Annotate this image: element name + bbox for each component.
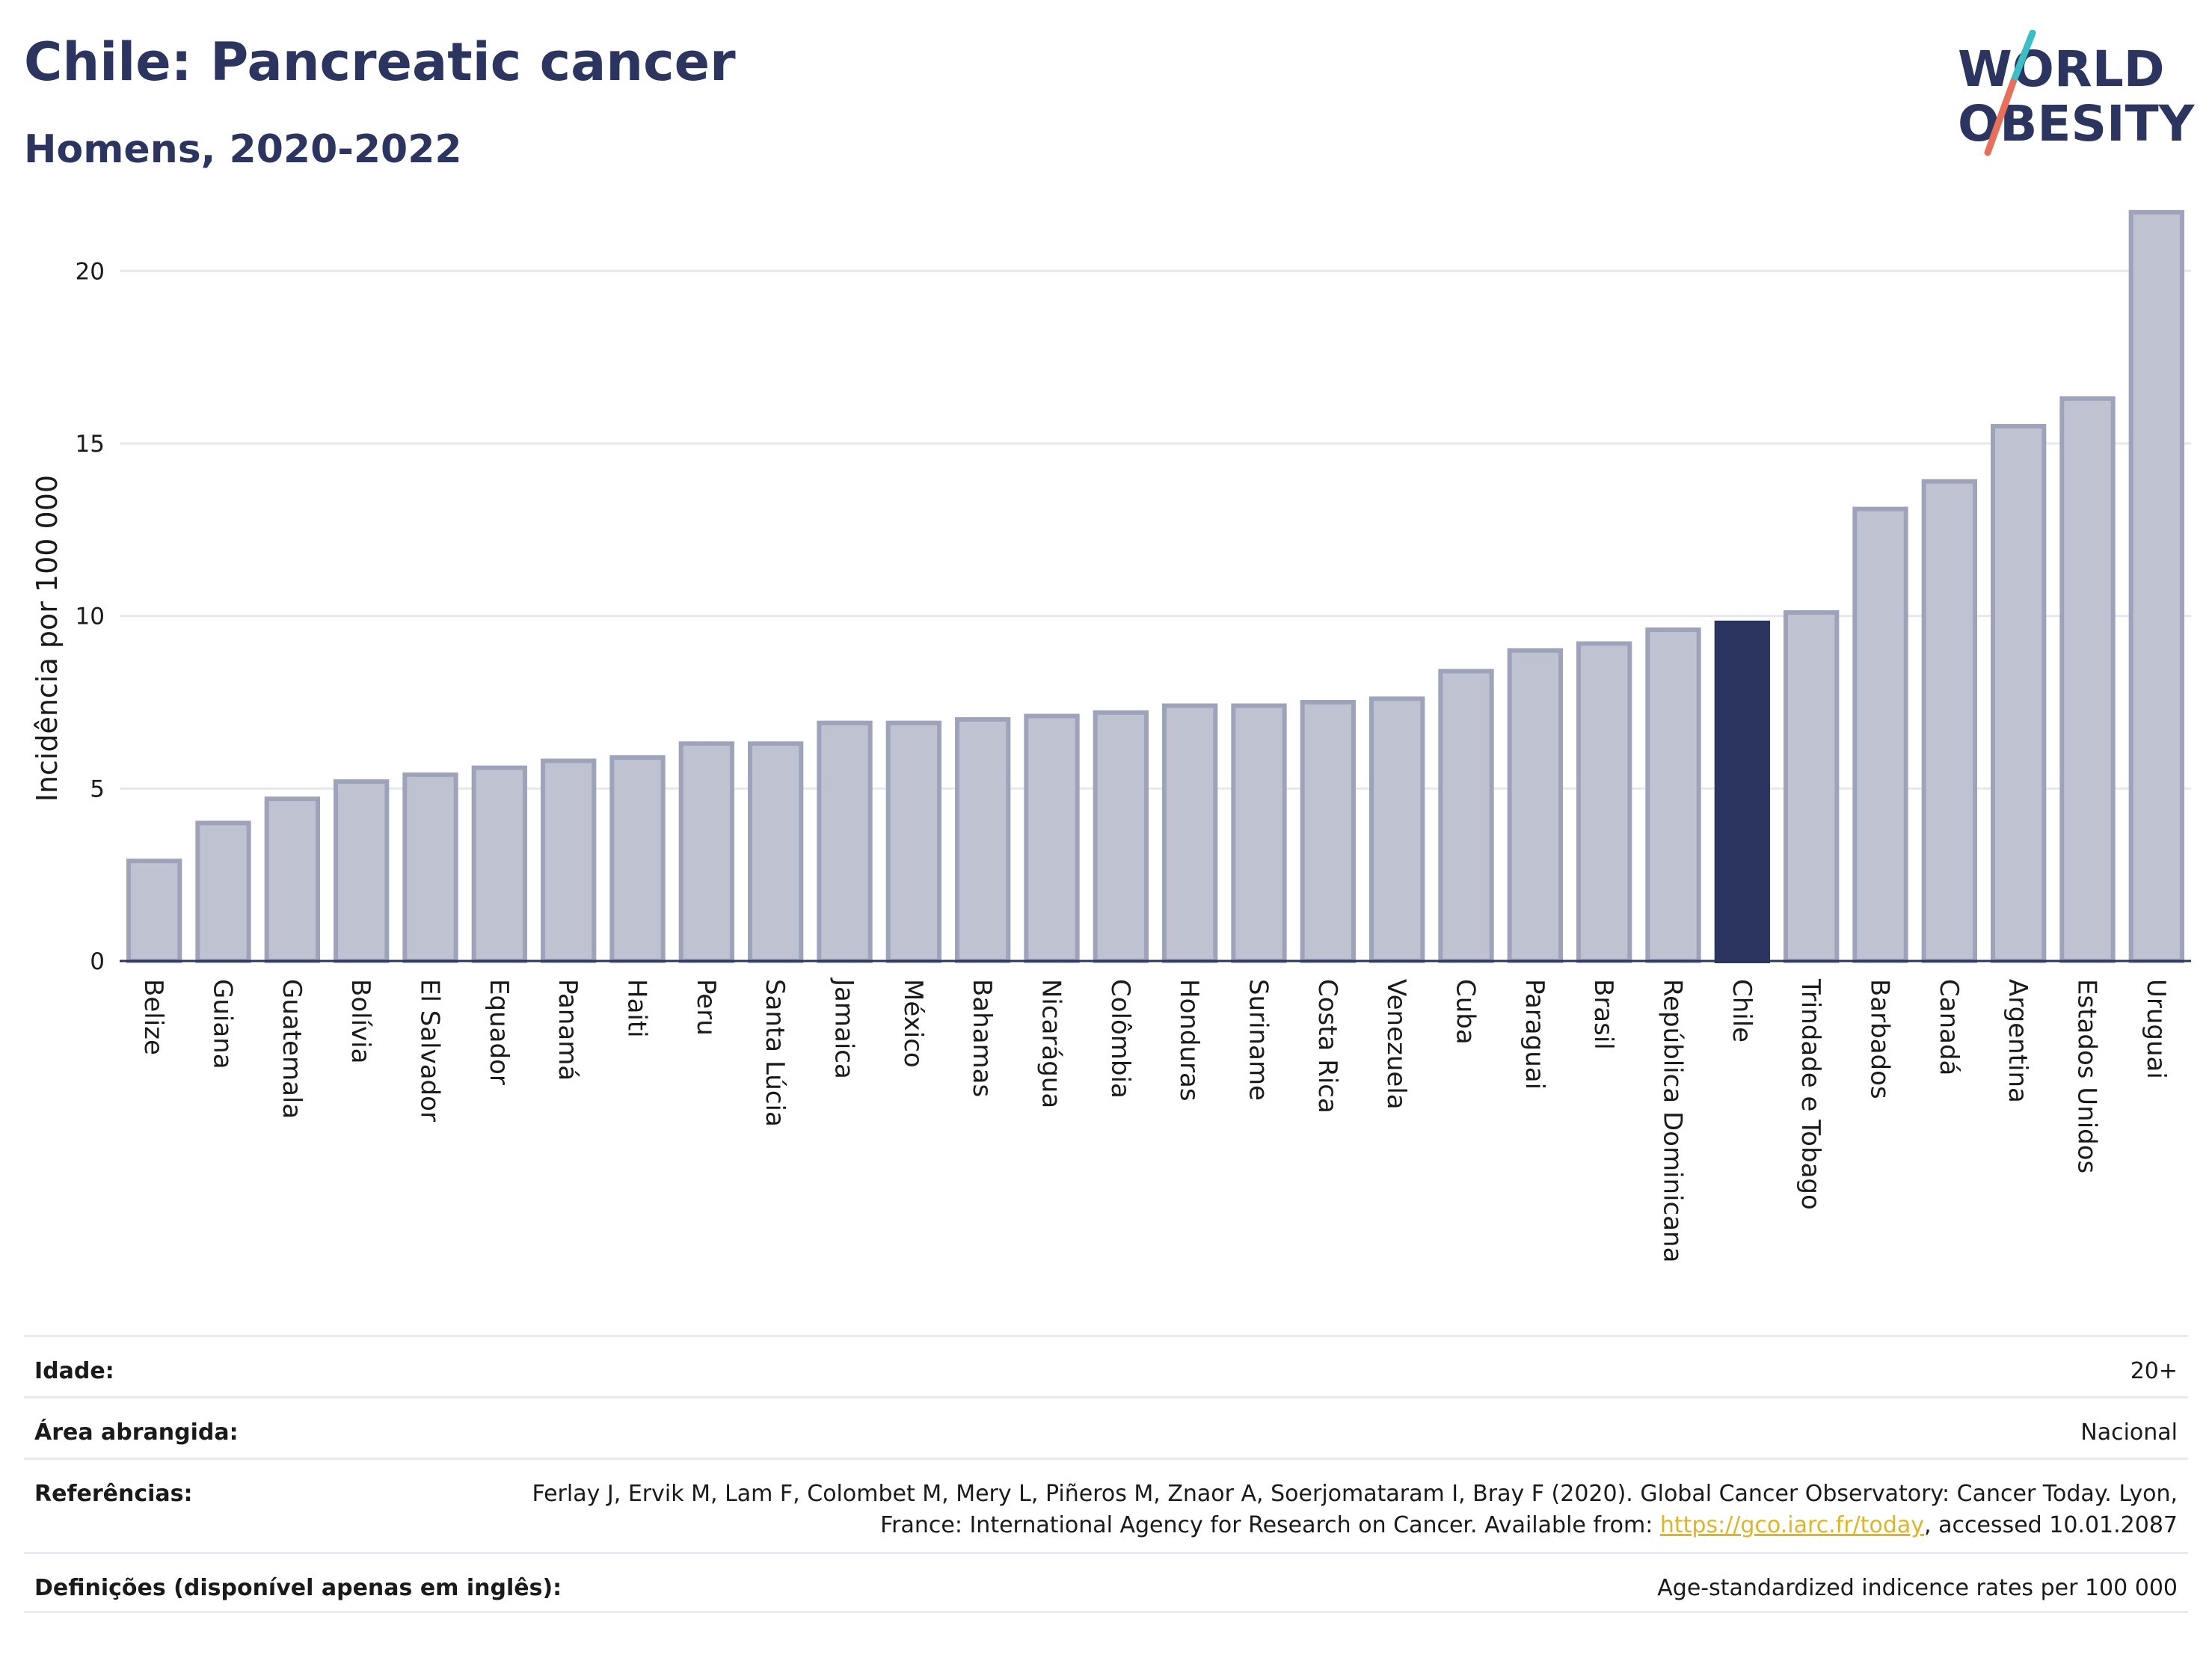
bar-panamá — [541, 758, 597, 964]
x-tick-label: Brasil — [1588, 979, 1618, 1050]
y-axis-title: Incidência por 100 000 — [31, 475, 64, 802]
references-label: Referências: — [34, 1481, 193, 1507]
x-tick-label: Uruguai — [2141, 979, 2171, 1079]
x-tick-label: Suriname — [1244, 979, 1274, 1101]
bar-canadá — [1921, 479, 1977, 963]
x-tick-label: Honduras — [1174, 979, 1204, 1102]
x-tick-label: Colômbia — [1105, 979, 1135, 1099]
bar-méxico — [885, 720, 941, 964]
definitions-label: Definições (disponível apenas em inglês)… — [34, 1575, 562, 1601]
bar-belize — [126, 859, 182, 964]
x-tick-label: Canadá — [1934, 979, 1964, 1075]
bar-paraguai — [1507, 648, 1563, 963]
bar-república-dominicana — [1645, 627, 1701, 963]
bar-equador — [471, 765, 527, 963]
bar-argentina — [1991, 423, 2047, 963]
logo-text-world: WORLD — [1958, 40, 2165, 98]
references-text: Ferlay J, Ervik M, Lam F, Colombet M, Me… — [532, 1481, 2178, 1538]
bar-el-salvador — [402, 772, 458, 964]
x-tick-label: El Salvador — [415, 979, 445, 1122]
bar-guatemala — [264, 796, 320, 963]
x-tick-label: Equador — [484, 979, 514, 1085]
logo-slash-bottom — [1984, 79, 2017, 156]
bar-suriname — [1231, 703, 1287, 963]
x-tick-label: Bahamas — [967, 979, 997, 1097]
x-tick-label: Cuba — [1451, 979, 1481, 1045]
area-value: Nacional — [2080, 1419, 2178, 1446]
y-tick-label: 5 — [90, 776, 105, 802]
bar-peru — [678, 741, 734, 963]
bar-estados-unidos — [2059, 396, 2116, 963]
bar-brasil — [1576, 641, 1632, 964]
y-tick-label: 20 — [76, 258, 105, 285]
bar-cuba — [1438, 669, 1494, 963]
x-tick-label: Peru — [691, 979, 721, 1036]
x-tick-label: Barbados — [1865, 979, 1895, 1099]
y-tick-label: 15 — [76, 431, 105, 458]
y-tick-label: 0 — [90, 948, 105, 975]
meta-row-references: Referências: Ferlay J, Ervik M, Lam F, C… — [24, 1458, 2188, 1552]
x-tick-label: Panamá — [553, 979, 583, 1081]
bar-chart: 0 5 10 15 20 Belize Guiana Guatemala Bolívia El S… — [31, 209, 2191, 1262]
x-tick-label: Bolívia — [345, 979, 375, 1063]
x-tick-label: Belize — [138, 979, 168, 1055]
bar-bahamas — [955, 717, 1011, 964]
meta-row-age: Idade: 20+ — [24, 1335, 2188, 1396]
references-value: Ferlay J, Ervik M, Lam F, Colombet M, Me… — [458, 1479, 2178, 1541]
chart-title: Chile: Pancreatic cancer — [24, 31, 736, 93]
bar-guiana — [195, 820, 251, 964]
bar-santa-lúcia — [748, 741, 804, 963]
metadata-table: Idade: 20+ Área abrangida: Nacional Refe… — [24, 1335, 2188, 1613]
y-tick-label: 10 — [76, 604, 105, 630]
axes: 0 5 10 15 20 Belize Guiana Guatemala Bolívia El S… — [76, 258, 2191, 1262]
x-tick-label: Haiti — [622, 979, 652, 1038]
chart-subtitle: Homens, 2020-2022 — [24, 127, 462, 172]
bar-colômbia — [1093, 710, 1149, 963]
meta-row-definitions: Definições (disponível apenas em inglês)… — [24, 1552, 2188, 1613]
bar-trindade-e-tobago — [1784, 610, 1840, 963]
definitions-value: Age-standardized indicence rates per 100… — [1657, 1575, 2178, 1601]
references-accessed: , accessed 10.01.2087 — [1924, 1512, 2178, 1538]
x-tick-label: República Dominicana — [1658, 979, 1688, 1262]
age-value: 20+ — [2130, 1358, 2178, 1384]
x-tick-label: Jamaica — [829, 977, 859, 1079]
x-tick-label: Trindade e Tobago — [1795, 978, 1825, 1210]
area-label: Área abrangida: — [34, 1419, 239, 1446]
bar-venezuela — [1369, 696, 1425, 963]
bar-barbados — [1852, 506, 1908, 963]
x-tick-label: Paraguai — [1520, 979, 1549, 1090]
x-tick-label: Venezuela — [1381, 979, 1411, 1110]
world-obesity-logo: WORLD OBESITY — [1958, 30, 2196, 156]
x-tick-label: México — [898, 979, 928, 1068]
x-tick-label: Argentina — [2003, 979, 2033, 1103]
bar-nicarágua — [1024, 713, 1080, 963]
bar-uruguai — [2128, 209, 2184, 964]
bars — [126, 209, 2184, 964]
x-tick-label: Costa Rica — [1312, 979, 1342, 1114]
bar-haiti — [609, 755, 666, 964]
bar-costa-rica — [1300, 699, 1356, 964]
x-tick-label: Guiana — [208, 979, 238, 1069]
age-label: Idade: — [34, 1358, 114, 1384]
bar-jamaica — [817, 720, 873, 964]
gridlines — [120, 269, 2191, 790]
x-tick-label: Chile — [1727, 979, 1757, 1043]
x-tick-label: Santa Lúcia — [760, 979, 790, 1127]
references-link[interactable]: https://gco.iarc.fr/today — [1659, 1512, 1925, 1538]
x-tick-label: Guatemala — [277, 979, 307, 1119]
x-tick-label: Estados Unidos — [2072, 979, 2102, 1173]
logo-slash-top — [2009, 30, 2036, 86]
bar-chile — [1714, 620, 1770, 963]
bar-bolívia — [334, 779, 390, 964]
x-tick-label: Nicarágua — [1036, 979, 1066, 1108]
bar-honduras — [1162, 703, 1218, 963]
meta-row-area: Área abrangida: Nacional — [24, 1396, 2188, 1458]
